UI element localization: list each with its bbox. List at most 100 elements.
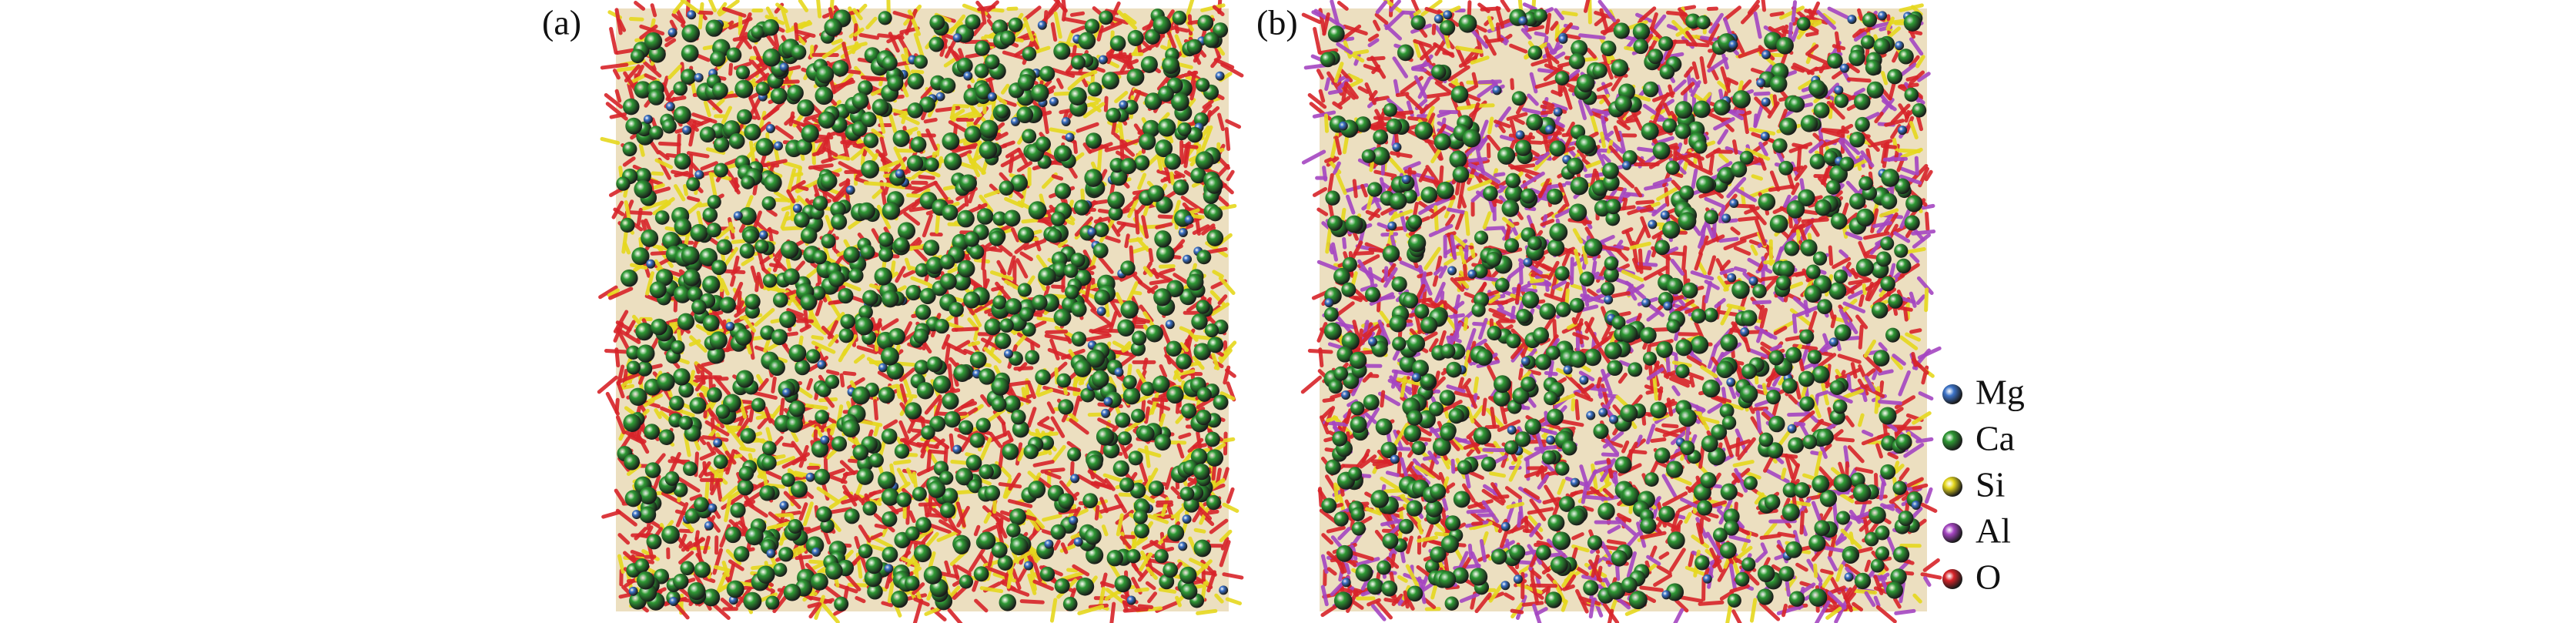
bond bbox=[686, 538, 706, 550]
atom bbox=[713, 438, 723, 448]
bond bbox=[1019, 251, 1033, 262]
bond bbox=[1171, 239, 1186, 255]
atom bbox=[1008, 17, 1023, 32]
bond bbox=[741, 35, 753, 50]
bond bbox=[804, 403, 828, 410]
atom bbox=[1010, 174, 1029, 192]
atom bbox=[1094, 289, 1110, 306]
bond bbox=[1761, 383, 1768, 396]
bond bbox=[1217, 294, 1228, 305]
bond bbox=[831, 39, 843, 45]
bond bbox=[744, 65, 768, 82]
atom bbox=[1103, 397, 1113, 407]
bond bbox=[756, 373, 765, 387]
atom bbox=[1139, 132, 1156, 150]
bond bbox=[895, 384, 902, 399]
bond bbox=[725, 548, 742, 566]
bond bbox=[841, 484, 858, 507]
atom bbox=[673, 573, 689, 590]
atom bbox=[881, 487, 899, 506]
bond bbox=[943, 343, 951, 370]
atom bbox=[797, 99, 815, 117]
bond bbox=[698, 2, 704, 30]
bond bbox=[947, 363, 954, 391]
bond bbox=[1220, 62, 1244, 78]
panel-b bbox=[1300, 0, 1942, 623]
atom bbox=[1146, 324, 1164, 343]
bond bbox=[786, 307, 805, 317]
bond bbox=[1114, 91, 1129, 104]
bond bbox=[1201, 223, 1216, 236]
atom bbox=[1181, 403, 1197, 419]
atom bbox=[991, 377, 1009, 396]
bond bbox=[1061, 0, 1067, 12]
atom bbox=[760, 325, 775, 340]
bond bbox=[639, 24, 658, 40]
bond bbox=[908, 510, 916, 524]
bond bbox=[813, 429, 818, 446]
atom bbox=[929, 15, 945, 31]
bond bbox=[945, 388, 961, 395]
atom bbox=[706, 223, 722, 238]
bond bbox=[748, 58, 768, 79]
bond bbox=[1121, 343, 1135, 353]
bond bbox=[905, 467, 916, 484]
bond bbox=[766, 228, 779, 235]
atom bbox=[1028, 201, 1047, 219]
bond bbox=[892, 11, 914, 20]
atom bbox=[743, 229, 758, 244]
atom bbox=[1193, 464, 1210, 481]
atom bbox=[1206, 449, 1224, 467]
bond bbox=[1101, 524, 1109, 537]
atom bbox=[995, 332, 1012, 350]
atom bbox=[948, 302, 964, 317]
bond bbox=[995, 522, 1004, 544]
atom bbox=[778, 547, 794, 562]
atom bbox=[783, 268, 800, 285]
atom bbox=[788, 518, 803, 534]
atom bbox=[680, 561, 695, 576]
bond bbox=[833, 79, 855, 89]
bond bbox=[1205, 246, 1228, 255]
atom bbox=[1119, 100, 1129, 110]
atom bbox=[1120, 300, 1139, 319]
bond bbox=[1159, 267, 1176, 276]
bond bbox=[1313, 26, 1322, 55]
atom bbox=[852, 444, 869, 461]
bond bbox=[1731, 609, 1742, 623]
bond bbox=[667, 459, 691, 464]
bond bbox=[1137, 280, 1156, 294]
atom bbox=[979, 141, 998, 159]
bond bbox=[957, 161, 975, 169]
atom bbox=[1068, 87, 1087, 106]
bond bbox=[1352, 49, 1370, 55]
atom bbox=[681, 246, 700, 265]
atom bbox=[907, 72, 925, 90]
atom bbox=[1112, 460, 1129, 477]
bond bbox=[876, 204, 892, 229]
bond bbox=[1116, 9, 1138, 30]
atom bbox=[881, 347, 899, 366]
bond bbox=[1123, 146, 1136, 157]
atom bbox=[783, 583, 801, 601]
atom bbox=[654, 210, 670, 225]
atom bbox=[838, 328, 854, 343]
atom bbox=[673, 81, 687, 96]
atom bbox=[671, 340, 685, 354]
bond bbox=[1751, 300, 1772, 305]
atom bbox=[1144, 92, 1163, 110]
bond bbox=[933, 180, 948, 201]
bond bbox=[1601, 452, 1620, 457]
bond bbox=[686, 151, 710, 159]
atom bbox=[1114, 575, 1132, 593]
atom bbox=[815, 65, 835, 84]
bond bbox=[1721, 387, 1727, 400]
bond bbox=[1071, 395, 1081, 420]
bond bbox=[634, 527, 647, 541]
atom bbox=[820, 518, 835, 534]
bond bbox=[1014, 241, 1029, 254]
bond bbox=[1578, 33, 1606, 40]
bond bbox=[1023, 239, 1047, 251]
bond bbox=[875, 149, 885, 159]
atom bbox=[858, 305, 873, 320]
